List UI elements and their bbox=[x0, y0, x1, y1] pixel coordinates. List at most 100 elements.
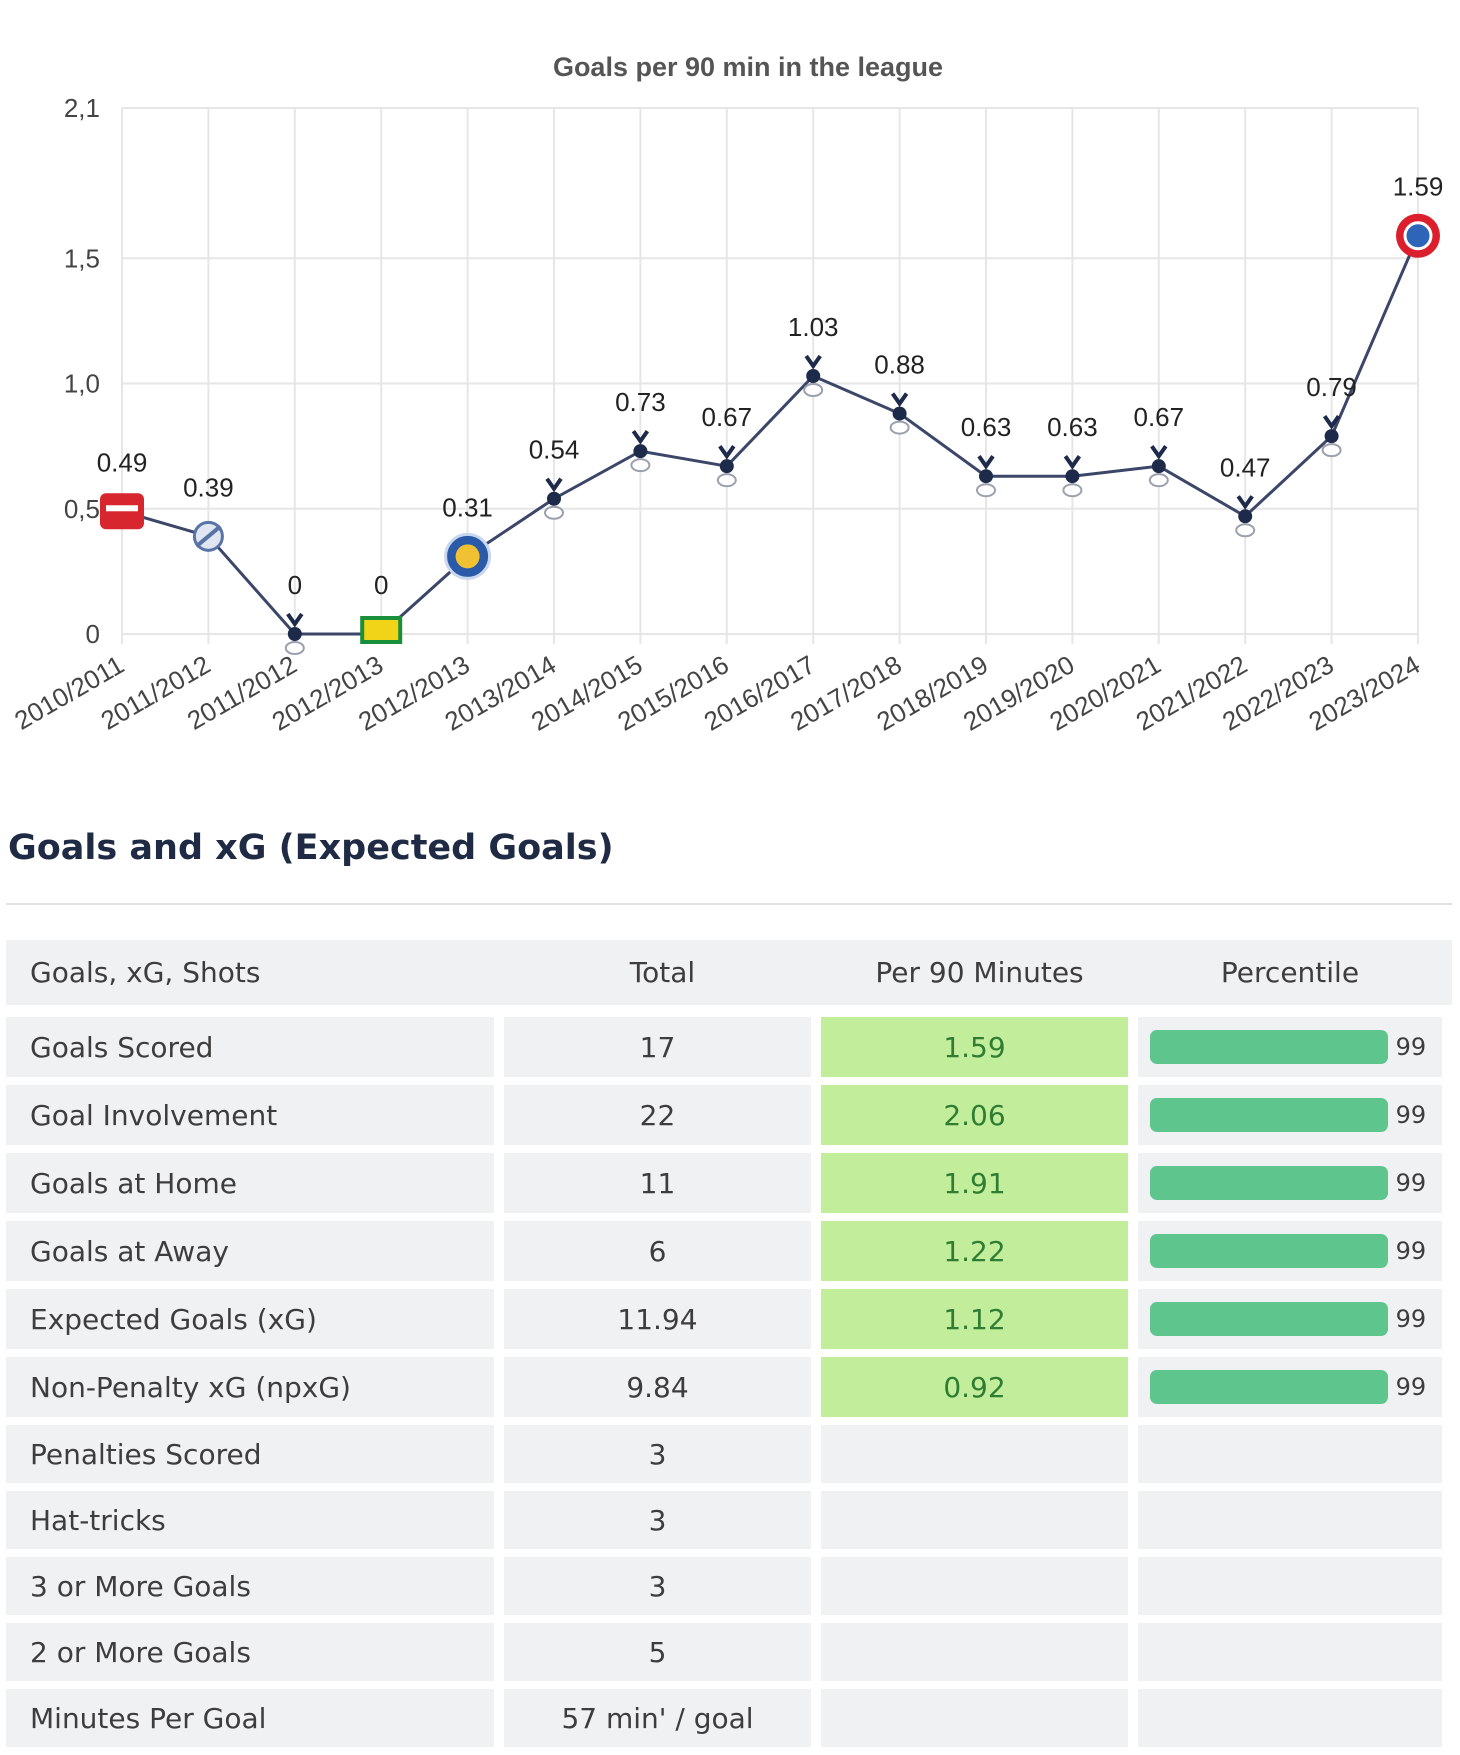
club-badge-canary-marker bbox=[360, 616, 403, 644]
row-per90 bbox=[821, 1623, 1128, 1681]
data-label: 0 bbox=[288, 570, 302, 600]
data-label: 0.31 bbox=[442, 492, 493, 522]
table-row: 3 or More Goals 3 bbox=[6, 1557, 1452, 1615]
data-label: 0.88 bbox=[874, 350, 925, 380]
row-total: 3 bbox=[504, 1425, 811, 1483]
row-total: 11 bbox=[504, 1153, 811, 1213]
row-total: 17 bbox=[504, 1017, 811, 1077]
row-total: 11.94 bbox=[504, 1289, 811, 1349]
header-percentile: Percentile bbox=[1220, 956, 1360, 989]
row-percentile: 99 bbox=[1138, 1357, 1442, 1417]
data-label: 0.54 bbox=[529, 435, 580, 465]
club-badge-cockerel-marker bbox=[803, 354, 824, 398]
row-total: 9.84 bbox=[504, 1357, 811, 1417]
row-total: 6 bbox=[504, 1221, 811, 1281]
header-stat: Goals, xG, Shots bbox=[30, 956, 261, 989]
row-per90 bbox=[821, 1491, 1128, 1549]
club-badge-cockerel-marker bbox=[1321, 414, 1342, 458]
row-per90 bbox=[821, 1557, 1128, 1615]
data-label: 0 bbox=[374, 570, 388, 600]
row-percentile: 99 bbox=[1138, 1017, 1442, 1077]
section-title: Goals and xG (Expected Goals) bbox=[8, 828, 614, 868]
club-badge-bayern-marker bbox=[1396, 213, 1440, 258]
series-line bbox=[121, 235, 1420, 636]
row-per90: 1.22 bbox=[821, 1221, 1128, 1281]
club-badge-red-marker bbox=[100, 493, 144, 530]
header-per90: Per 90 Minutes bbox=[875, 956, 1084, 989]
table-row: Non-Penalty xG (npxG) 9.84 0.92 99 bbox=[6, 1357, 1452, 1417]
club-badge-cockerel-marker bbox=[630, 430, 651, 473]
y-tick-label: 2,1 bbox=[64, 93, 100, 123]
data-label: 0.67 bbox=[1133, 402, 1184, 432]
club-badge-fox-marker bbox=[444, 532, 492, 580]
table-row: Minutes Per Goal 57 min' / goal bbox=[6, 1689, 1452, 1747]
table-row: 2 or More Goals 5 bbox=[6, 1623, 1452, 1681]
row-per90 bbox=[821, 1689, 1128, 1747]
percentile-value: 99 bbox=[1395, 1237, 1427, 1265]
row-label: Minutes Per Goal bbox=[6, 1689, 494, 1747]
club-badge-cockerel-marker bbox=[1148, 445, 1169, 488]
row-percentile bbox=[1138, 1425, 1442, 1483]
row-per90: 1.91 bbox=[821, 1153, 1128, 1213]
row-total: 5 bbox=[504, 1623, 811, 1681]
row-total: 3 bbox=[504, 1491, 811, 1549]
percentile-value: 99 bbox=[1395, 1305, 1427, 1333]
data-label: 1.03 bbox=[788, 312, 839, 342]
y-tick-label: 0 bbox=[86, 619, 100, 649]
percentile-bar bbox=[1150, 1370, 1388, 1404]
percentile-bar bbox=[1150, 1302, 1388, 1336]
club-badge-cockerel-marker bbox=[889, 392, 910, 435]
data-label: 1.59 bbox=[1393, 172, 1444, 202]
percentile-bar bbox=[1150, 1098, 1388, 1132]
row-label: Goals at Home bbox=[6, 1153, 494, 1213]
row-percentile bbox=[1138, 1689, 1442, 1747]
row-label: Expected Goals (xG) bbox=[6, 1289, 494, 1349]
row-label: Goals Scored bbox=[6, 1017, 494, 1077]
percentile-value: 99 bbox=[1395, 1373, 1427, 1401]
table-row: Hat-tricks 3 bbox=[6, 1491, 1452, 1549]
row-percentile bbox=[1138, 1623, 1442, 1681]
row-label: Penalties Scored bbox=[6, 1425, 494, 1483]
y-tick-label: 1,5 bbox=[64, 243, 100, 273]
y-tick-label: 1,0 bbox=[64, 369, 100, 399]
table-row: Goals at Home 11 1.91 99 bbox=[6, 1153, 1452, 1213]
row-per90 bbox=[821, 1425, 1128, 1483]
table-header: Goals, xG, Shots Total Per 90 Minutes Pe… bbox=[6, 940, 1452, 1005]
club-badge-lion-marker bbox=[192, 520, 224, 552]
row-total: 22 bbox=[504, 1085, 811, 1145]
y-tick-label: 0,5 bbox=[64, 494, 100, 524]
data-label: 0.63 bbox=[1047, 412, 1098, 442]
row-per90: 2.06 bbox=[821, 1085, 1128, 1145]
percentile-value: 99 bbox=[1395, 1033, 1427, 1061]
table-row: Goals at Away 6 1.22 99 bbox=[6, 1221, 1452, 1281]
chart-title: Goals per 90 min in the league bbox=[553, 52, 943, 82]
goals-per-90-chart: Goals per 90 min in the league 0 0,5 1,0 1,… bbox=[9, 52, 1444, 737]
row-percentile: 99 bbox=[1138, 1221, 1442, 1281]
row-label: 3 or More Goals bbox=[6, 1557, 494, 1615]
club-badge-cockerel-marker bbox=[716, 445, 737, 488]
percentile-bar bbox=[1150, 1234, 1388, 1268]
percentile-value: 99 bbox=[1395, 1101, 1427, 1129]
percentile-bar bbox=[1150, 1166, 1388, 1200]
data-label: 0.39 bbox=[183, 472, 234, 502]
club-badge-cockerel-marker bbox=[976, 455, 996, 498]
row-label: 2 or More Goals bbox=[6, 1623, 494, 1681]
data-label: 0.67 bbox=[701, 402, 752, 432]
data-label: 0.73 bbox=[615, 387, 666, 417]
row-label: Goal Involvement bbox=[6, 1085, 494, 1145]
data-label: 0.63 bbox=[961, 412, 1012, 442]
data-label: 0.49 bbox=[97, 447, 148, 477]
percentile-value: 99 bbox=[1395, 1169, 1427, 1197]
row-per90: 1.59 bbox=[821, 1017, 1128, 1077]
row-percentile: 99 bbox=[1138, 1289, 1442, 1349]
club-badge-cockerel-marker bbox=[284, 612, 305, 655]
goals-xg-table: Goals, xG, Shots Total Per 90 Minutes Pe… bbox=[6, 940, 1452, 1755]
percentile-bar bbox=[1150, 1030, 1388, 1064]
table-row: Penalties Scored 3 bbox=[6, 1425, 1452, 1483]
row-label: Non-Penalty xG (npxG) bbox=[6, 1357, 494, 1417]
row-per90: 1.12 bbox=[821, 1289, 1128, 1349]
table-row: Expected Goals (xG) 11.94 1.12 99 bbox=[6, 1289, 1452, 1349]
table-row: Goal Involvement 22 2.06 99 bbox=[6, 1085, 1452, 1145]
row-total: 57 min' / goal bbox=[504, 1689, 811, 1747]
club-badge-cockerel-marker bbox=[1062, 455, 1083, 498]
